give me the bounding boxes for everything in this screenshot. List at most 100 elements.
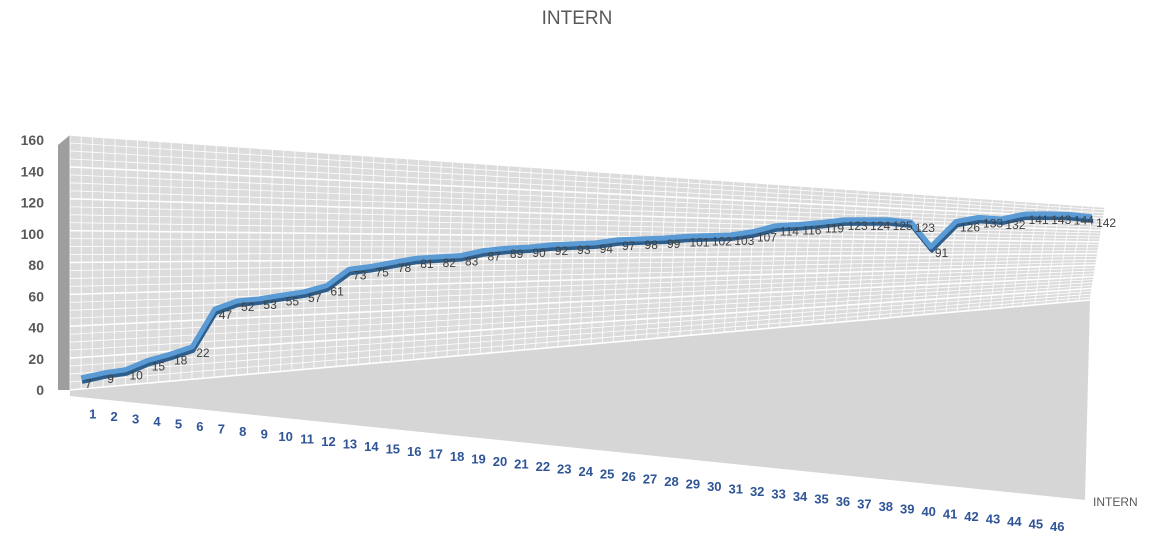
data-label: 94 bbox=[600, 242, 614, 256]
y-tick-label: 20 bbox=[28, 351, 44, 367]
x-tick-label: 6 bbox=[196, 419, 203, 434]
gridline-vertical bbox=[125, 138, 127, 386]
gridline-vertical bbox=[734, 181, 746, 332]
gridline-vertical bbox=[324, 152, 330, 368]
gridline-vertical bbox=[845, 189, 858, 322]
gridline-vertical bbox=[701, 179, 712, 335]
x-tick-label: 20 bbox=[493, 454, 507, 469]
gridline-vertical bbox=[136, 139, 138, 385]
gridline-vertical bbox=[756, 183, 768, 330]
gridline-vertical bbox=[313, 152, 318, 369]
gridline-vertical bbox=[745, 182, 757, 331]
gridline-vertical bbox=[956, 197, 971, 312]
x-tick-label: 36 bbox=[836, 494, 850, 509]
x-tick-label: 29 bbox=[686, 476, 700, 491]
gridline-vertical bbox=[147, 140, 150, 384]
data-label: 78 bbox=[398, 261, 412, 275]
y-tick-label: 100 bbox=[21, 226, 45, 242]
side-wall bbox=[58, 135, 70, 390]
gridline-vertical bbox=[302, 151, 307, 370]
gridline-vertical bbox=[945, 196, 960, 313]
x-tick-label: 41 bbox=[943, 506, 957, 521]
gridline-vertical bbox=[1089, 206, 1106, 301]
data-label: 52 bbox=[241, 300, 255, 314]
x-tick-label: 24 bbox=[578, 464, 593, 479]
y-tick-label: 120 bbox=[21, 195, 45, 211]
gridline-vertical bbox=[235, 146, 240, 376]
data-label: 107 bbox=[757, 231, 777, 245]
data-label: 9 bbox=[107, 372, 114, 386]
data-label: 7 bbox=[85, 377, 92, 391]
x-tick-label: 37 bbox=[857, 496, 871, 511]
chart-title: INTERN bbox=[541, 8, 613, 29]
data-label: 73 bbox=[353, 268, 367, 282]
gridline-vertical bbox=[524, 167, 532, 350]
gridline-vertical bbox=[213, 145, 217, 378]
gridline-vertical bbox=[258, 148, 262, 374]
gridline-vertical bbox=[113, 138, 116, 387]
data-label: 22 bbox=[196, 346, 210, 360]
gridline-vertical bbox=[1034, 203, 1050, 305]
x-tick-label: 25 bbox=[600, 466, 614, 481]
x-tick-label: 43 bbox=[986, 511, 1000, 526]
x-tick-label: 5 bbox=[175, 416, 182, 431]
x-tick-label: 2 bbox=[111, 409, 118, 424]
gridline-vertical bbox=[646, 175, 656, 340]
data-label: 93 bbox=[577, 243, 591, 257]
x-tick-label: 27 bbox=[643, 471, 657, 486]
data-label: 103 bbox=[734, 234, 754, 248]
data-label: 123 bbox=[915, 221, 935, 235]
gridline-vertical bbox=[901, 193, 915, 317]
data-label: 132 bbox=[1005, 218, 1025, 232]
x-tick-label: 45 bbox=[1029, 516, 1043, 531]
x-tick-label: 34 bbox=[793, 489, 808, 504]
x-tick-label: 15 bbox=[386, 441, 400, 456]
gridline-vertical bbox=[269, 149, 273, 373]
gridline-vertical bbox=[346, 154, 352, 366]
x-tick-label: 13 bbox=[343, 436, 357, 451]
gridline-vertical bbox=[169, 142, 172, 382]
gridline-vertical bbox=[812, 187, 825, 325]
gridline-vertical bbox=[535, 167, 543, 349]
gridline-vertical bbox=[368, 156, 375, 364]
gridline-vertical bbox=[280, 149, 285, 372]
data-label: 116 bbox=[802, 224, 821, 238]
data-label: 82 bbox=[443, 256, 457, 270]
gridline-vertical bbox=[712, 180, 723, 334]
gridline-vertical bbox=[779, 185, 791, 328]
gridline-vertical bbox=[513, 166, 521, 351]
gridline-vertical bbox=[335, 153, 341, 367]
gridline-vertical bbox=[479, 163, 487, 354]
y-tick-label: 60 bbox=[28, 288, 44, 304]
data-label: 15 bbox=[152, 359, 166, 373]
gridline-vertical bbox=[357, 155, 363, 365]
data-label: 92 bbox=[555, 244, 569, 258]
x-tick-label: 3 bbox=[132, 411, 139, 426]
gridline-vertical bbox=[623, 174, 633, 342]
gridline-vertical bbox=[246, 147, 251, 375]
x-tick-label: 23 bbox=[557, 461, 571, 476]
x-tick-label: 30 bbox=[707, 479, 721, 494]
x-tick-label: 17 bbox=[428, 446, 442, 461]
data-label: 123 bbox=[848, 219, 868, 233]
y-tick-label: 140 bbox=[21, 163, 45, 179]
gridline-vertical bbox=[612, 173, 622, 343]
data-label: 89 bbox=[510, 247, 524, 261]
x-tick-label: 42 bbox=[964, 509, 978, 524]
x-tick-label: 19 bbox=[471, 451, 485, 466]
gridline-vertical bbox=[490, 164, 498, 353]
gridline-vertical bbox=[635, 174, 645, 341]
data-label: 87 bbox=[487, 250, 501, 264]
data-label: 75 bbox=[375, 265, 389, 279]
data-label: 55 bbox=[286, 294, 300, 308]
gridline-vertical bbox=[923, 195, 937, 315]
gridline-vertical bbox=[668, 177, 678, 338]
gridline-vertical bbox=[890, 192, 903, 318]
back-wall bbox=[70, 135, 1105, 390]
data-label: 53 bbox=[263, 298, 277, 312]
gridline-vertical bbox=[657, 176, 667, 339]
x-tick-label: 46 bbox=[1050, 519, 1064, 534]
gridline-vertical bbox=[679, 178, 690, 337]
gridline-vertical bbox=[191, 143, 195, 380]
data-label: 57 bbox=[308, 291, 322, 305]
